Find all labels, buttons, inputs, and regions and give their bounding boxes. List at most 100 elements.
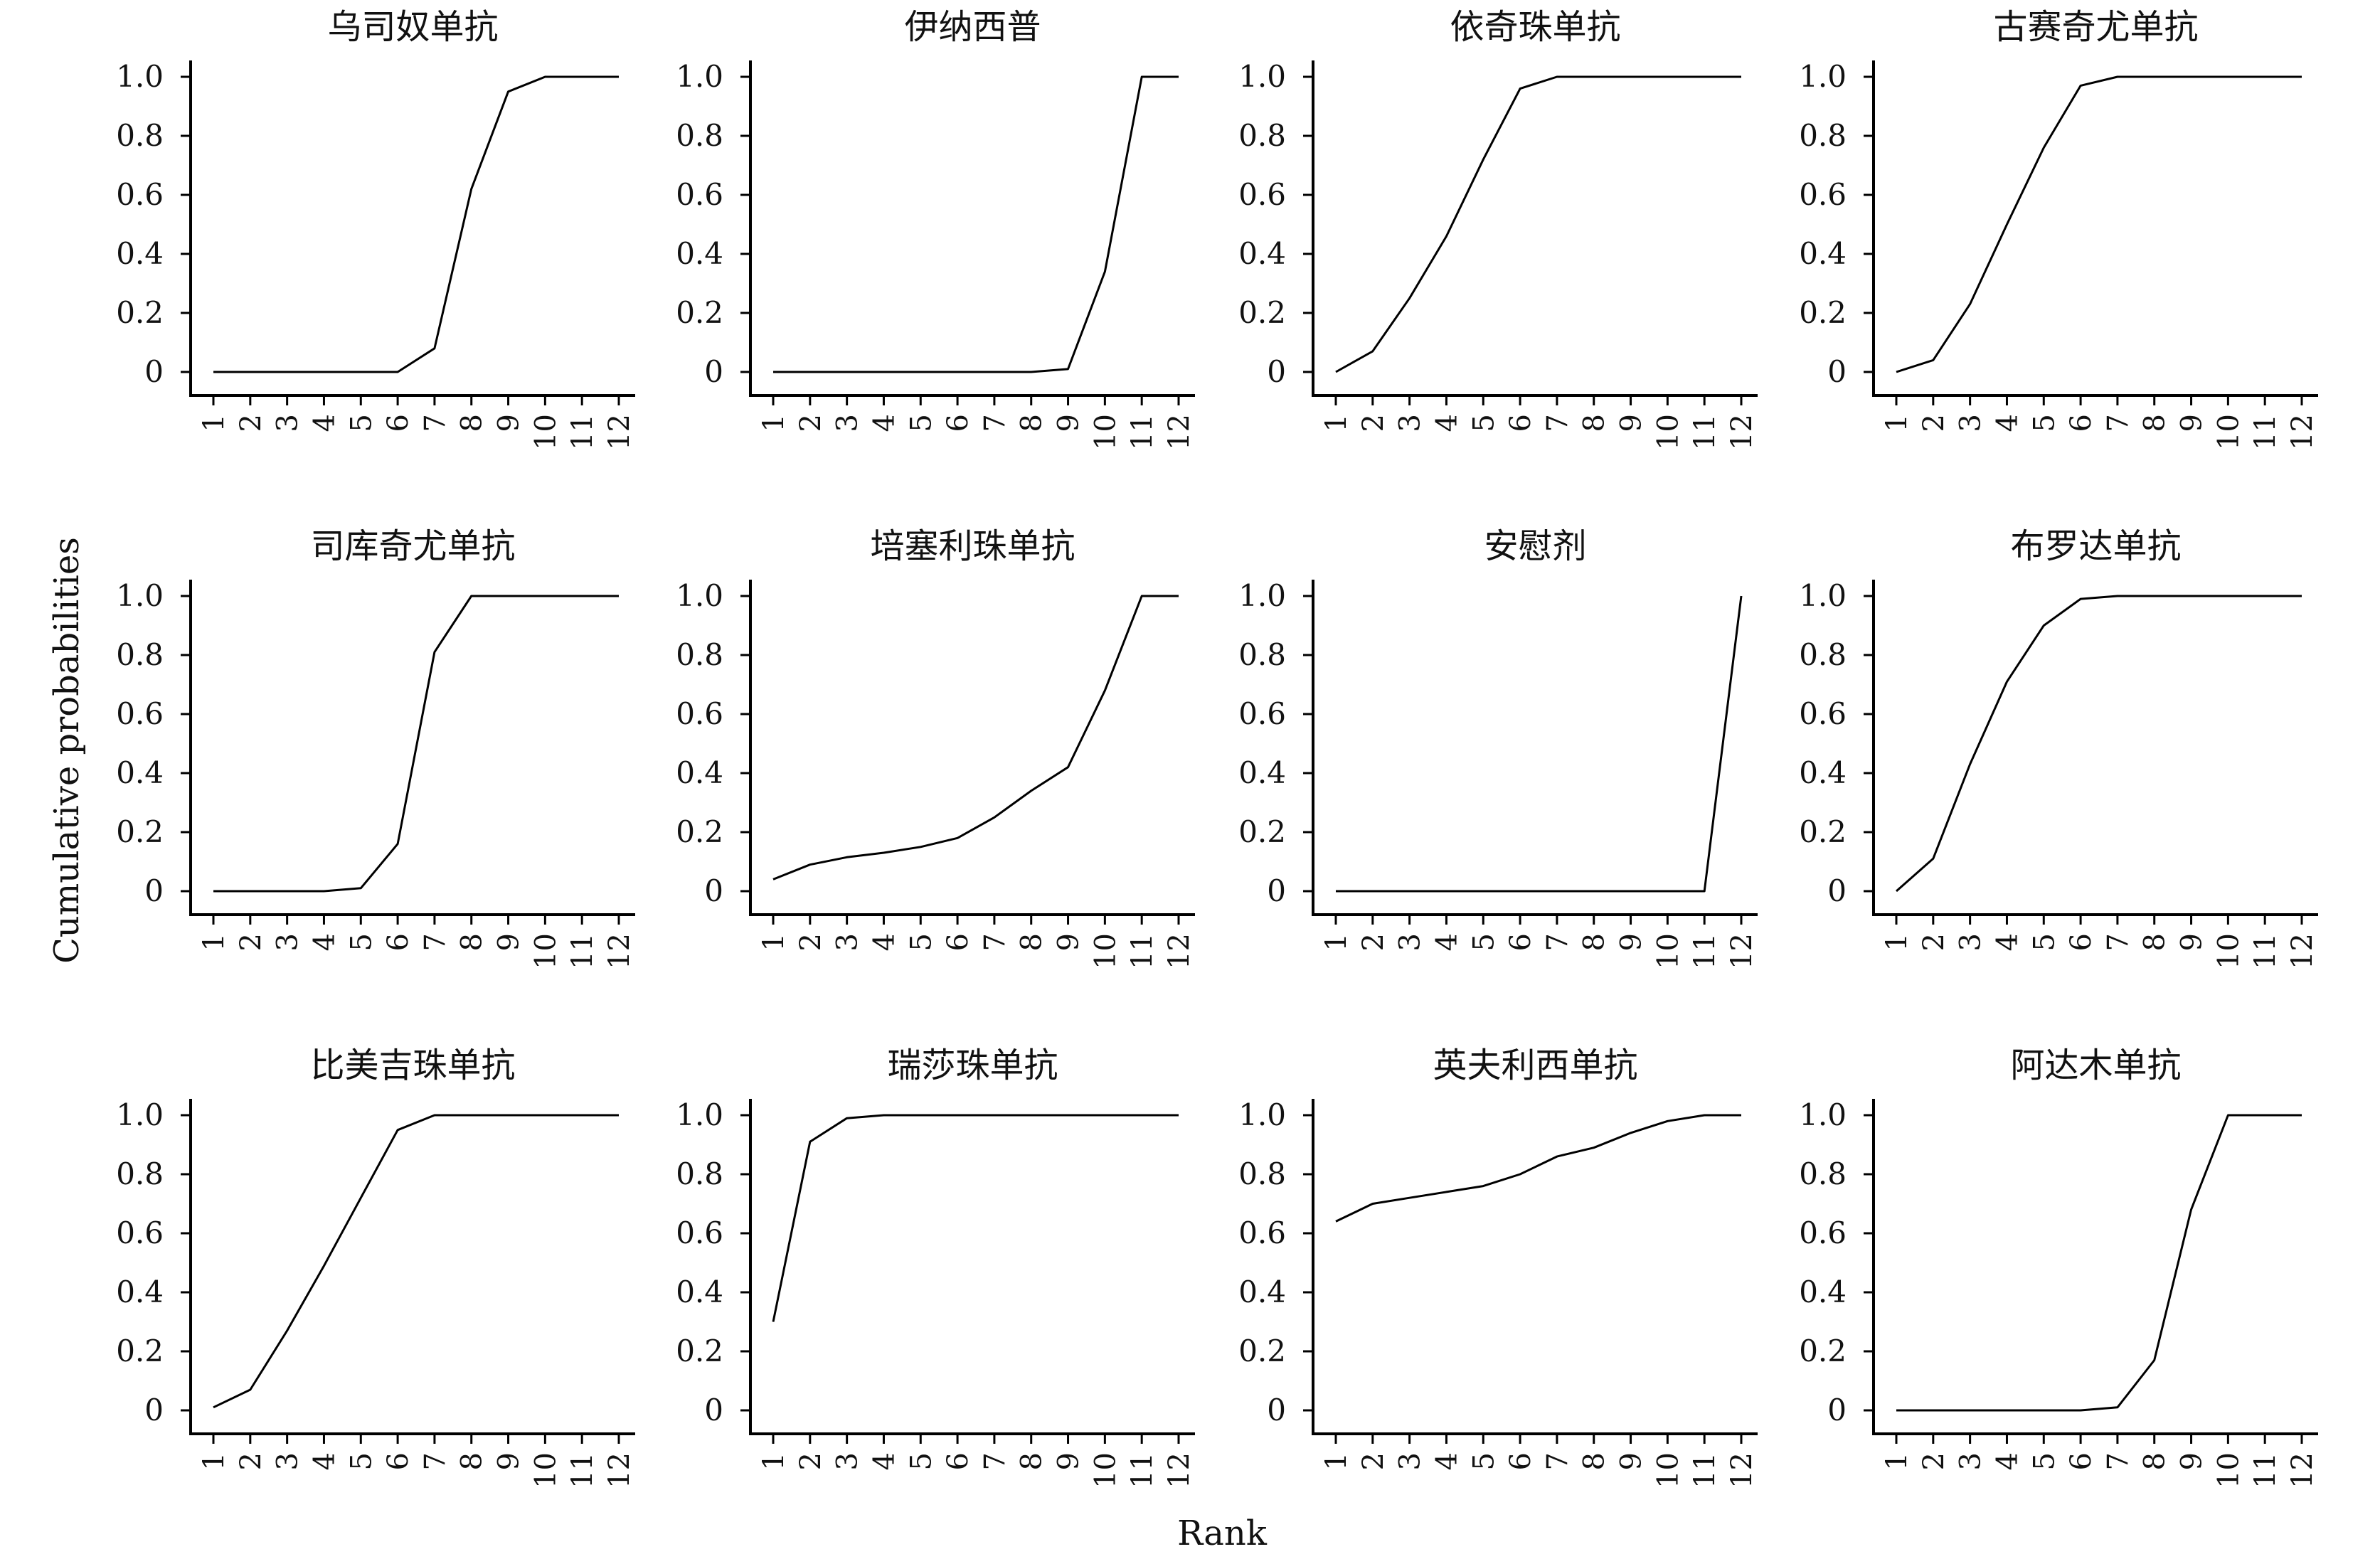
y-tick-label: 0.2 xyxy=(1799,814,1847,849)
x-tick-label: 10 xyxy=(1652,933,1684,969)
data-point xyxy=(1029,1113,1034,1117)
x-tick-label: 2 xyxy=(795,414,827,432)
x-tick-label: 9 xyxy=(1053,933,1085,951)
panel-title: 培塞利珠单抗 xyxy=(870,526,1075,566)
data-point xyxy=(955,1113,960,1117)
data-point xyxy=(771,370,775,374)
x-tick-label: 8 xyxy=(2139,1452,2172,1470)
panel-title: 乌司奴单抗 xyxy=(327,7,498,47)
data-point xyxy=(617,1113,621,1117)
data-point xyxy=(1408,1196,1412,1200)
y-tick-label: 0 xyxy=(1827,873,1847,908)
x-tick-label: 10 xyxy=(1089,933,1122,969)
y-tick-label: 0.4 xyxy=(1799,755,1847,790)
x-tick-label: 9 xyxy=(1615,1452,1648,1470)
x-tick-label: 11 xyxy=(2249,414,2282,450)
x-tick-label: 1 xyxy=(758,933,790,951)
series-line xyxy=(1336,595,1743,893)
y-tick-label: 0.2 xyxy=(116,295,164,330)
y-tick-label: 0.6 xyxy=(1799,1215,1847,1250)
x-tick-label: 1 xyxy=(198,414,230,432)
y-tick-label: 1.0 xyxy=(1238,1097,1286,1132)
x-tick-label: 4 xyxy=(308,1452,341,1470)
x-tick-label: 7 xyxy=(979,414,1011,432)
x-tick-label: 4 xyxy=(1991,933,2024,951)
x-tick-label: 3 xyxy=(1394,414,1427,432)
data-point xyxy=(1518,87,1522,91)
panel-title: 安慰剂 xyxy=(1484,526,1586,566)
data-point xyxy=(1592,1146,1596,1150)
data-point xyxy=(285,370,289,374)
data-point xyxy=(1066,765,1071,770)
x-tick-label: 5 xyxy=(905,1452,937,1470)
data-point xyxy=(2152,75,2157,79)
x-tick-label: 2 xyxy=(235,1452,267,1470)
x-tick-label: 6 xyxy=(2065,933,2098,951)
x-tick-label: 9 xyxy=(1053,1452,1085,1470)
series-line xyxy=(1896,1114,2302,1412)
data-point xyxy=(358,370,363,374)
series-line xyxy=(772,1114,1179,1322)
data-point xyxy=(2041,624,2046,628)
x-tick-label: 3 xyxy=(272,933,304,951)
data-point xyxy=(808,1139,812,1144)
x-tick-label: 10 xyxy=(1089,1452,1122,1489)
data-point xyxy=(248,1388,253,1392)
x-tick-label: 2 xyxy=(1918,1452,1950,1470)
x-tick-label: 7 xyxy=(419,1452,452,1470)
x-tick-label: 4 xyxy=(1430,1452,1463,1470)
y-tick-label: 0.2 xyxy=(1238,814,1286,849)
data-point xyxy=(248,889,253,893)
data-point xyxy=(2078,83,2083,87)
data-point xyxy=(1103,270,1107,274)
y-tick-label: 0.8 xyxy=(1238,637,1286,672)
series-line xyxy=(213,595,619,893)
x-tick-label: 12 xyxy=(2286,1452,2319,1489)
x-tick-label: 5 xyxy=(1467,414,1500,432)
x-tick-label: 1 xyxy=(1881,933,1913,951)
x-tick-label: 11 xyxy=(2249,933,2282,969)
x-tick-label: 6 xyxy=(1504,933,1537,951)
data-point xyxy=(2115,75,2120,79)
x-tick-label: 9 xyxy=(2176,1452,2209,1470)
data-point xyxy=(2189,594,2194,598)
x-tick-label: 6 xyxy=(1504,1452,1537,1470)
y-tick-label: 0.2 xyxy=(676,1334,723,1368)
series-line xyxy=(1335,75,1741,373)
data-point xyxy=(2300,75,2304,79)
data-point xyxy=(1702,75,1706,79)
x-tick-label: 2 xyxy=(1918,414,1950,432)
data-point xyxy=(395,842,400,846)
x-tick-label: 11 xyxy=(1689,414,1721,450)
y-tick-label: 1.0 xyxy=(1799,1097,1847,1132)
y-tick-label: 0.6 xyxy=(1799,177,1847,212)
data-point xyxy=(506,1113,511,1117)
x-tick-label: 12 xyxy=(603,1452,636,1489)
x-tick-label: 10 xyxy=(1652,414,1684,450)
data-point xyxy=(1629,75,1633,79)
x-tick-label: 4 xyxy=(1430,933,1463,951)
data-point xyxy=(1629,889,1633,893)
data-point xyxy=(1139,75,1144,79)
data-point xyxy=(395,1128,400,1132)
data-point xyxy=(845,855,849,859)
x-tick-label: 8 xyxy=(2139,414,2172,432)
y-tick-label: 1.0 xyxy=(676,59,723,94)
x-tick-label: 6 xyxy=(2065,1452,2098,1470)
data-point xyxy=(771,877,775,881)
data-point xyxy=(1665,1119,1669,1123)
data-point xyxy=(1334,1219,1338,1223)
x-tick-label: 1 xyxy=(1320,1452,1353,1470)
data-point xyxy=(992,370,997,374)
y-tick-label: 0.4 xyxy=(676,755,723,790)
x-tick-label: 2 xyxy=(795,1452,827,1470)
data-point xyxy=(2041,146,2046,150)
x-tick-label: 6 xyxy=(942,414,974,432)
x-tick-label: 3 xyxy=(1955,414,1987,432)
y-tick-label: 0.4 xyxy=(676,236,723,271)
